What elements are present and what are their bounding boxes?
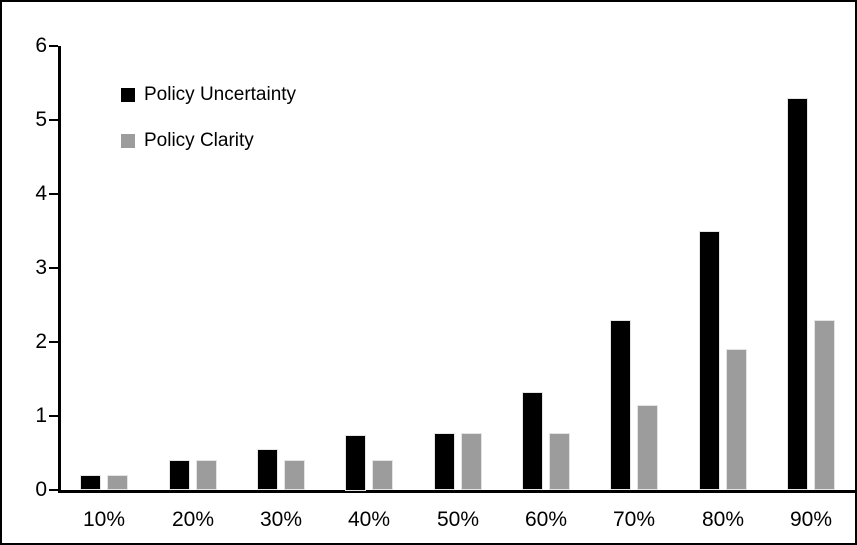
x-tick-label: 50% (436, 508, 480, 531)
y-tick-mark (49, 341, 58, 343)
x-tick-label: 90% (789, 508, 833, 531)
y-tick-mark (49, 489, 58, 491)
x-tick-label: 40% (347, 508, 391, 531)
bar-policy-uncertainty (434, 433, 455, 490)
legend-label: Policy Clarity (144, 130, 254, 151)
bar-policy-clarity (372, 460, 393, 490)
y-tick-mark (49, 267, 58, 269)
bar-policy-clarity (284, 460, 305, 490)
y-tick-label: 6 (35, 34, 47, 57)
bar-policy-clarity (196, 460, 217, 490)
bar-policy-uncertainty (169, 460, 190, 490)
x-tick-label: 60% (524, 508, 568, 531)
legend-swatch-icon (121, 134, 135, 148)
bar-policy-uncertainty (345, 435, 366, 491)
x-tick-label: 70% (612, 508, 656, 531)
bar-policy-clarity (726, 349, 747, 490)
bar-policy-clarity (107, 475, 128, 490)
legend-swatch-icon (121, 88, 135, 102)
y-tick-label: 4 (35, 182, 47, 205)
legend-item-policy-clarity: Policy Clarity (121, 130, 296, 152)
bar-policy-uncertainty (610, 320, 631, 490)
y-tick-label: 5 (35, 108, 47, 131)
y-tick-mark (49, 193, 58, 195)
x-tick-label: 80% (701, 508, 745, 531)
x-tick-label: 10% (82, 508, 126, 531)
y-tick-mark (49, 119, 58, 121)
y-tick-label: 0 (35, 478, 47, 501)
bar-policy-clarity (461, 433, 482, 490)
bar-policy-uncertainty (257, 449, 278, 490)
x-tick-label: 20% (171, 508, 215, 531)
y-tick-label: 1 (35, 404, 47, 427)
y-tick-mark (49, 415, 58, 417)
bar-policy-clarity (637, 405, 658, 490)
x-tick-label: 30% (259, 508, 303, 531)
legend-label: Policy Uncertainty (144, 84, 297, 105)
bar-policy-uncertainty (699, 231, 720, 490)
y-tick-mark (49, 45, 58, 47)
bar-policy-uncertainty (80, 475, 101, 490)
bar-policy-uncertainty (522, 392, 543, 490)
y-tick-label: 2 (35, 330, 47, 353)
x-axis-line (58, 490, 855, 493)
legend: Policy Uncertainty Policy Clarity (121, 84, 296, 176)
bar-policy-uncertainty (787, 98, 808, 490)
legend-item-policy-uncertainty: Policy Uncertainty (121, 84, 296, 106)
y-tick-label: 3 (35, 256, 47, 279)
bar-policy-clarity (549, 433, 570, 490)
bar-policy-clarity (814, 320, 835, 490)
y-axis-line (58, 46, 61, 493)
